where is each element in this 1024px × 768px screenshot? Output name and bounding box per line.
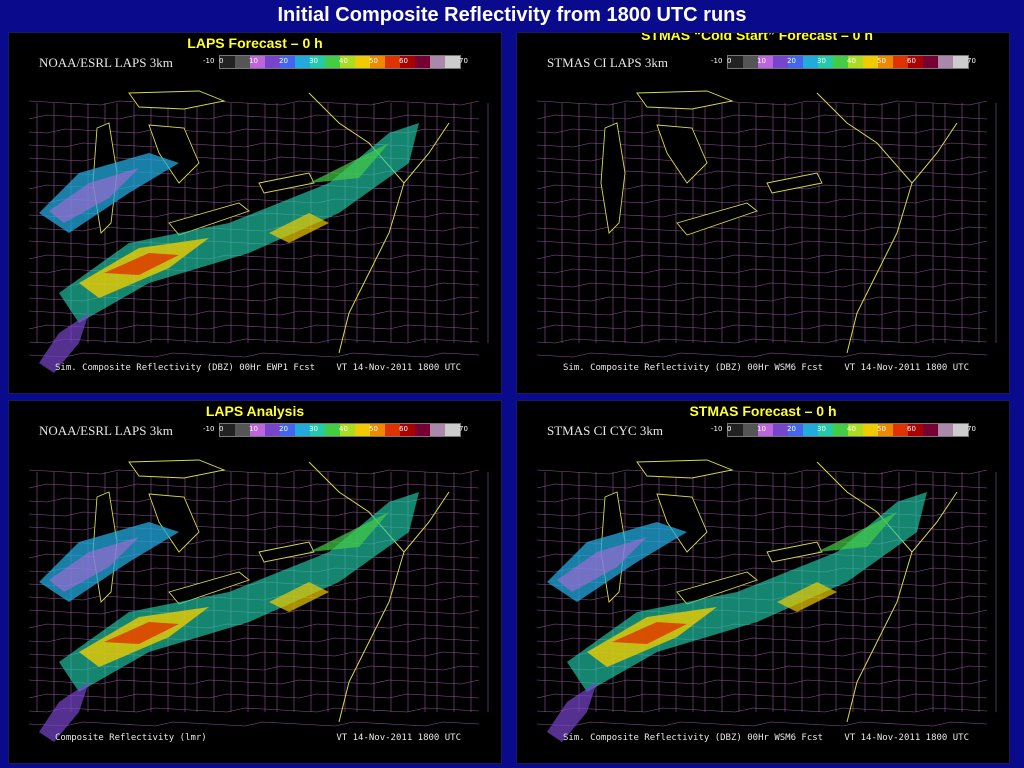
dbz-colorbar [219, 423, 461, 437]
colorbar-tick: -10 [203, 425, 215, 433]
colorbar-tick: 0 [219, 425, 224, 433]
panel-label: STMAS Forecast – 0 h [689, 403, 837, 419]
colorbar-tick: -10 [711, 425, 723, 433]
colorbar-tick: 40 [847, 57, 856, 65]
colorbar-tick: 40 [339, 57, 348, 65]
colorbar-tick: 30 [309, 425, 318, 433]
reflectivity-map [28, 90, 489, 373]
colorbar-tick: 70 [967, 425, 976, 433]
colorbar-tick: 60 [907, 425, 916, 433]
footer-valid-time: VT 14-Nov-2011 1800 UTC [844, 363, 969, 373]
coastline [308, 92, 450, 354]
colorbar-tick: 50 [369, 425, 378, 433]
colorbar-tick: 70 [967, 57, 976, 65]
great-lakes [600, 90, 823, 236]
colorbar-tick: 60 [907, 57, 916, 65]
colorbar-tick: 30 [817, 57, 826, 65]
panel-stmas-forecast: STMAS Forecast – 0 h STMAS CI CYC 3km -10 0… [516, 400, 1010, 764]
dbz-colorbar [727, 55, 969, 69]
colorbar-tick: 0 [727, 57, 732, 65]
panel-stmas-cold-start: STMAS “Cold Start” Forecast – 0 h STMAS C… [516, 32, 1010, 394]
model-title: NOAA/ESRL LAPS 3km [39, 423, 173, 438]
colorbar-tick: 20 [787, 425, 796, 433]
footer-product: Sim. Composite Reflectivity (DBZ) 00Hr E… [55, 363, 316, 373]
panel-label: LAPS Forecast – 0 h [187, 35, 323, 51]
panel-label: LAPS Analysis [205, 403, 305, 419]
panel-laps-analysis: LAPS Analysis NOAA/ESRL LAPS 3km -10 0 10 20 3… [8, 400, 502, 764]
panel-footer: Sim. Composite Reflectivity (DBZ) 00Hr W… [563, 733, 969, 743]
colorbar-tick: 0 [219, 57, 224, 65]
footer-valid-time: VT 14-Nov-2011 1800 UTC [844, 733, 969, 743]
colorbar-ticks: -10 0 10 20 30 40 50 60 70 [711, 56, 991, 68]
colorbar-tick: 10 [757, 425, 766, 433]
county-grid [536, 100, 997, 358]
panel-footer: Sim. Composite Reflectivity (DBZ) 00Hr E… [55, 363, 461, 373]
panel-laps-forecast: LAPS Forecast – 0 h NOAA/ESRL LAPS 3km -10… [8, 32, 502, 394]
panel-footer: Sim. Composite Reflectivity (DBZ) 00Hr W… [563, 363, 969, 373]
colorbar-tick: 10 [757, 57, 766, 65]
colorbar-tick: 20 [279, 425, 288, 433]
colorbar-tick: 40 [339, 425, 348, 433]
colorbar-tick: 40 [847, 425, 856, 433]
colorbar-tick: 50 [877, 425, 886, 433]
reflectivity-map [28, 459, 489, 742]
dbz-colorbar [727, 423, 969, 437]
colorbar-tick: 60 [399, 425, 408, 433]
colorbar-tick: -10 [711, 57, 723, 65]
reflectivity-map [536, 459, 997, 742]
model-title: STMAS CI CYC 3km [547, 423, 663, 438]
panel-footer: Composite Reflectivity (lmr) VT 14-Nov-20… [55, 733, 461, 743]
footer-valid-time: VT 14-Nov-2011 1800 UTC [336, 363, 461, 373]
colorbar-tick: 50 [369, 57, 378, 65]
colorbar-tick: 30 [309, 57, 318, 65]
reflectivity-echo [39, 123, 419, 373]
colorbar-tick: 20 [787, 57, 796, 65]
model-title: NOAA/ESRL LAPS 3km [39, 55, 173, 70]
coastline [816, 461, 958, 723]
colorbar-tick: 30 [817, 425, 826, 433]
great-lakes [600, 459, 823, 605]
model-title: STMAS CI LAPS 3km [547, 55, 668, 70]
dbz-colorbar [219, 55, 461, 69]
slide-title: Initial Composite Reflectivity from 1800… [277, 4, 747, 26]
colorbar-ticks: -10 0 10 20 30 40 50 60 70 [711, 424, 991, 436]
great-lakes [92, 90, 315, 236]
footer-valid-time: VT 14-Nov-2011 1800 UTC [336, 733, 461, 743]
coastline [308, 461, 450, 723]
colorbar-tick: 0 [727, 425, 732, 433]
colorbar-tick: 10 [249, 425, 258, 433]
footer-product: Composite Reflectivity (lmr) [55, 733, 207, 743]
footer-product: Sim. Composite Reflectivity (DBZ) 00Hr W… [563, 733, 824, 743]
colorbar-tick: 20 [279, 57, 288, 65]
colorbar-ticks: -10 0 10 20 30 40 50 60 70 [203, 424, 483, 436]
footer-product: Sim. Composite Reflectivity (DBZ) 00Hr W… [563, 363, 824, 373]
colorbar-tick: -10 [203, 57, 215, 65]
panel-label: STMAS “Cold Start” Forecast – 0 h [641, 32, 873, 43]
reflectivity-echo [39, 492, 419, 742]
reflectivity-map [536, 90, 997, 358]
reflectivity-echo [547, 492, 927, 742]
colorbar-tick: 70 [459, 57, 468, 65]
colorbar-ticks: -10 0 10 20 30 40 50 60 70 [203, 56, 483, 68]
colorbar-tick: 10 [249, 57, 258, 65]
colorbar-tick: 70 [459, 425, 468, 433]
colorbar-tick: 60 [399, 57, 408, 65]
coastline [816, 92, 958, 354]
colorbar-tick: 50 [877, 57, 886, 65]
